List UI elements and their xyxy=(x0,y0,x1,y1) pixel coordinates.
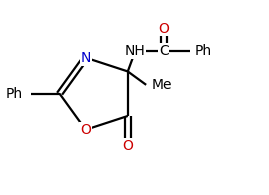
Text: C: C xyxy=(159,44,169,58)
Text: O: O xyxy=(122,139,133,153)
Text: Ph: Ph xyxy=(195,44,212,58)
Text: O: O xyxy=(80,123,91,137)
Text: Me: Me xyxy=(151,78,172,92)
Text: O: O xyxy=(158,22,169,35)
Text: NH: NH xyxy=(125,44,146,58)
Text: Ph: Ph xyxy=(6,87,23,101)
Text: N: N xyxy=(80,51,91,65)
